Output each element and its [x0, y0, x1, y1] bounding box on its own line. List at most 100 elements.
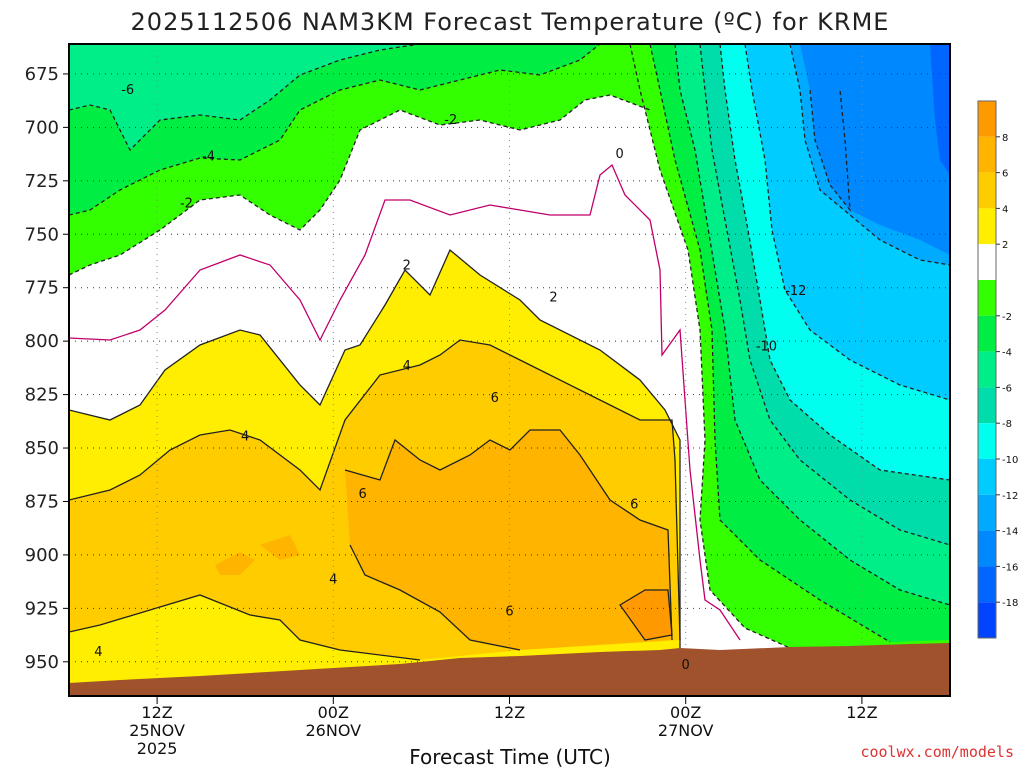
colorbar-segment: [978, 351, 996, 388]
y-tick-label: 900: [25, 545, 59, 566]
contour-label: 2: [403, 258, 411, 273]
y-tick-label: 725: [25, 171, 59, 192]
colorbar-segment: [978, 459, 996, 495]
contour-label: 6: [491, 391, 499, 406]
contour-minus12-cold: [744, 44, 950, 401]
colorbar-label: 2: [1002, 240, 1008, 251]
plot-area: -6 -4 -2 -2 0 2 2 4 4 4 4 6 6 6 6 0 -10 -12: [69, 44, 950, 696]
contour-minus6-cold: [674, 44, 950, 606]
colorbar: 8 6 4 2 -2 -4 -6 -8 -10 -12 -14 -16 -18: [977, 100, 1018, 639]
x-tick-date: 26NOV: [306, 721, 362, 740]
x-tick-year: 2025: [137, 739, 178, 758]
x-tick-date: 25NOV: [129, 721, 185, 740]
contour-label: -2: [444, 113, 457, 128]
x-tick-date: 27NOV: [658, 721, 714, 740]
contour-lines: [69, 44, 950, 661]
x-tick-time: 12Z: [846, 703, 877, 722]
y-tick-label: 750: [25, 224, 59, 245]
contour-label: -2: [180, 196, 193, 211]
y-tick-label: 875: [25, 491, 59, 512]
chart-title: 2025112506 NAM3KM Forecast Temperature (…: [131, 8, 890, 36]
contour-label: -10: [756, 340, 777, 355]
colorbar-label: -8: [1002, 419, 1012, 430]
credit-text: coolwx.com/models: [860, 743, 1014, 761]
colorbar-segment: [978, 244, 996, 280]
band-minus6-warm: [69, 44, 420, 150]
contour-label: -12: [785, 284, 806, 299]
colorbar-label: 4: [1002, 204, 1008, 215]
contour-label: 4: [329, 573, 337, 588]
contour-label: 0: [615, 147, 623, 162]
colorbar-label: 8: [1002, 133, 1008, 144]
contour-label: -4: [202, 149, 215, 164]
contour-minus4-upper: [69, 44, 601, 216]
x-tick-time: 00Z: [318, 703, 349, 722]
contour-minus2-cold: [629, 44, 791, 649]
y-tick-label: 700: [25, 117, 59, 138]
colorbar-label: -10: [1002, 455, 1018, 466]
y-tick-label: 675: [25, 64, 59, 85]
colorbar-label: -6: [1002, 383, 1012, 394]
band-minus16-cold: [800, 44, 950, 255]
colorbar-label: -16: [1002, 562, 1018, 573]
colorbar-segment: [978, 494, 996, 531]
contour-plus2: [69, 248, 681, 650]
band-plus6-pocket-mid: [260, 535, 300, 560]
band-minus18-cold: [930, 44, 950, 175]
colorbar-segment: [978, 136, 996, 173]
y-tick-label: 825: [25, 385, 59, 406]
contour-labels: -6 -4 -2 -2 0 2 2 4 4 4 4 6 6 6 6 0 -10 -12: [94, 83, 806, 673]
colorbar-segment: [978, 172, 996, 209]
contour-label: 4: [94, 645, 102, 660]
colorbar-label: -18: [1002, 598, 1018, 609]
band-zero-near-front: [680, 440, 745, 650]
x-tick-time: 00Z: [670, 703, 701, 722]
contour-label: 4: [403, 359, 411, 374]
contour-label: 0: [682, 658, 690, 673]
gridlines: [69, 44, 950, 696]
colorbar-segment: [978, 315, 996, 352]
y-tick-label: 775: [25, 278, 59, 299]
contour-minus16-cold: [809, 89, 851, 213]
contour-label: 6: [359, 487, 367, 502]
colorbar-label: -12: [1002, 491, 1018, 502]
y-axis: 675 700 725 750 775 800 825 850 875 900 925 950: [25, 64, 69, 673]
contour-plus6-lower: [349, 544, 521, 651]
contour-minus8-cold: [699, 44, 950, 546]
contour-minus10-cold: [719, 44, 950, 481]
colorbar-segment: [978, 280, 996, 316]
colorbar-segment: [978, 602, 996, 638]
colorbar-label: -4: [1002, 348, 1012, 359]
contour-minus14-cold: [789, 44, 950, 266]
contour-minus2-upper: [69, 94, 651, 276]
contour-plus8: [619, 589, 673, 641]
contour-plus6: [344, 429, 673, 641]
y-tick-label: 950: [25, 652, 59, 673]
x-axis-label: Forecast Time (UTC): [409, 745, 611, 768]
contour-zero: [69, 163, 741, 641]
colorbar-label: -14: [1002, 527, 1018, 538]
band-plus6-pocket-left: [215, 552, 255, 575]
colorbar-label: -2: [1002, 312, 1012, 323]
colorbar-label: 6: [1002, 169, 1008, 180]
contour-label: 6: [630, 498, 638, 513]
colorbar-segment: [978, 208, 996, 245]
contour-label: -6: [121, 83, 134, 98]
contour-label: 4: [241, 429, 249, 444]
contour-minus6-upper: [69, 44, 421, 152]
contour-minus4-cold: [649, 44, 891, 643]
x-tick-time: 12Z: [141, 703, 172, 722]
y-tick-label: 800: [25, 331, 59, 352]
colorbar-segment: [978, 423, 996, 459]
contour-label: 6: [505, 605, 513, 620]
colorbar-segment: [978, 101, 996, 137]
colorbar-segment: [978, 530, 996, 567]
band-plus6: [345, 430, 672, 650]
band-plus8: [620, 590, 672, 640]
contour-plus4: [69, 339, 681, 641]
y-tick-label: 925: [25, 598, 59, 619]
contour-plus4-lower: [69, 594, 421, 661]
terrain-surface: [69, 643, 950, 696]
